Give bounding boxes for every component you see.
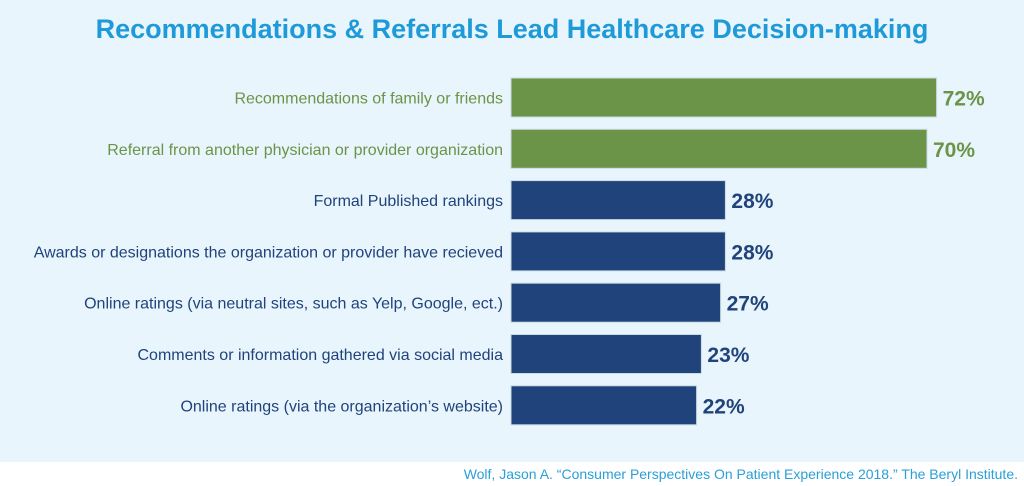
bar <box>510 282 722 323</box>
bar <box>510 231 726 272</box>
chart-panel <box>0 0 1024 462</box>
value-label: 22% <box>703 395 745 418</box>
value-label: 23% <box>707 344 749 367</box>
value-label: 27% <box>727 293 769 316</box>
value-label: 70% <box>933 139 975 162</box>
category-label: Formal Published rankings <box>314 193 503 210</box>
bar <box>510 385 698 426</box>
chart-title: Recommendations & Referrals Lead Healthc… <box>95 14 929 44</box>
category-label: Referral from another physician or provi… <box>107 142 503 159</box>
bar <box>510 180 726 221</box>
category-label: Recommendations of family or friends <box>234 91 503 108</box>
bar <box>510 77 938 118</box>
value-label: 28% <box>731 241 773 264</box>
category-label: Online ratings (via the organization’s w… <box>180 398 503 415</box>
bar <box>510 128 928 169</box>
category-label: Online ratings (via neutral sites, such … <box>84 296 503 313</box>
value-label: 28% <box>731 190 773 213</box>
category-label: Awards or designations the organization … <box>34 244 503 261</box>
source-citation: Wolf, Jason A. “Consumer Perspectives On… <box>463 466 1018 482</box>
bar <box>510 334 702 374</box>
category-label: Comments or information gathered via soc… <box>138 347 504 364</box>
value-label: 72% <box>943 88 985 111</box>
bar-chart: Recommendations of family or friends 72% R… <box>34 77 985 426</box>
